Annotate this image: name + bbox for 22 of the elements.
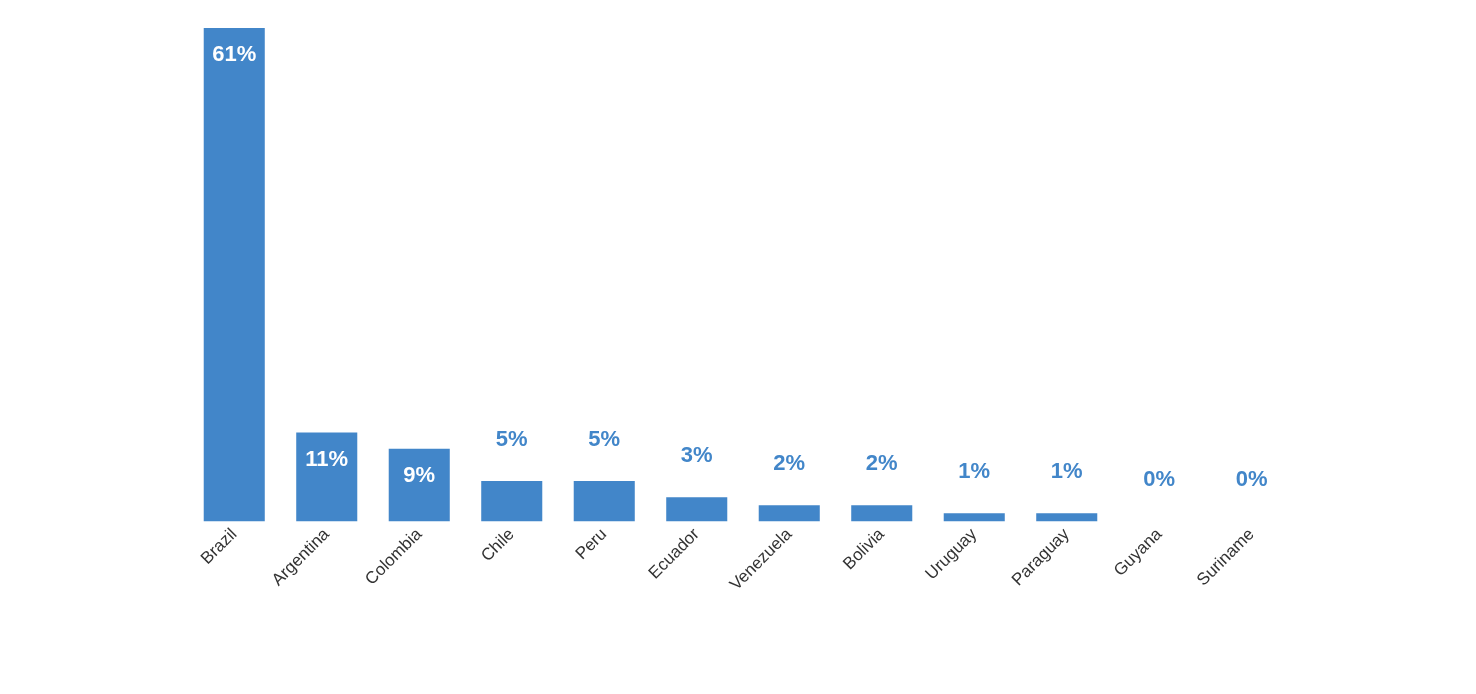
data-label: 5% (495, 426, 528, 452)
bar (573, 480, 635, 522)
bar (388, 448, 450, 522)
data-label: 9% (403, 461, 436, 487)
data-label: 3% (680, 442, 713, 468)
bar (203, 28, 265, 522)
data-label: 1% (958, 458, 991, 484)
data-label: 0% (1235, 466, 1268, 492)
bar (296, 432, 358, 522)
bar (666, 497, 728, 522)
bar (758, 505, 820, 522)
data-label: 1% (1050, 458, 1083, 484)
data-label: 2% (773, 450, 806, 476)
data-label: 0% (1143, 466, 1176, 492)
bar (943, 513, 1005, 522)
data-label: 11% (305, 445, 349, 471)
bar (481, 480, 543, 522)
data-label: 61% (212, 41, 257, 67)
bar (851, 505, 913, 522)
data-label: 5% (588, 426, 621, 452)
data-label: 2% (865, 450, 898, 476)
bar (1036, 513, 1098, 522)
